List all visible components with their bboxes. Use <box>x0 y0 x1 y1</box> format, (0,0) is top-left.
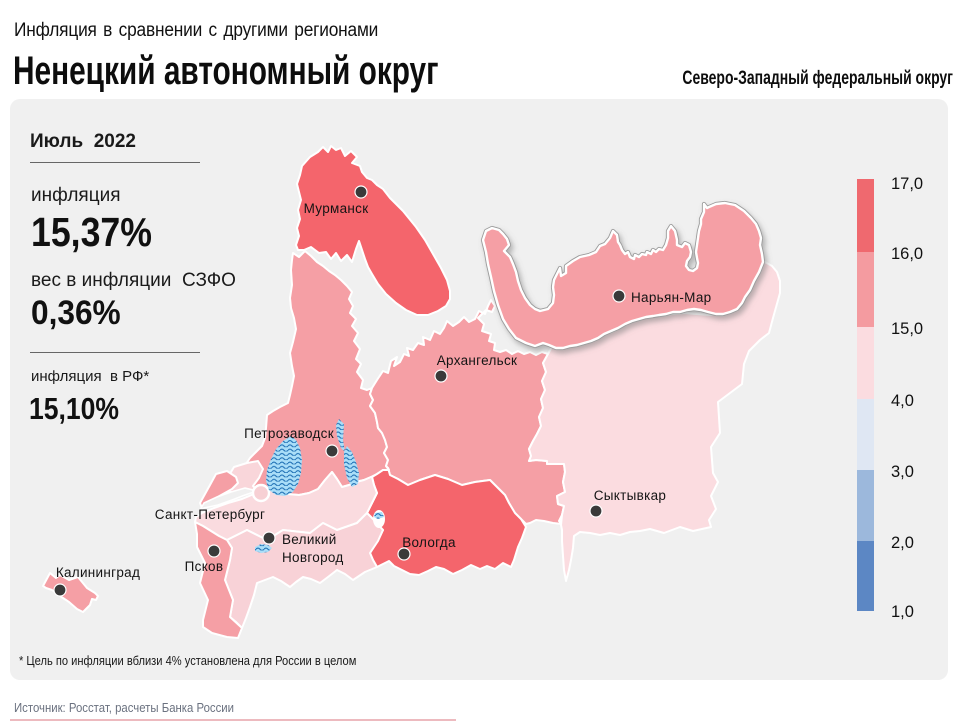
svg-text:3,0: 3,0 <box>891 463 914 481</box>
svg-text:Вологда: Вологда <box>402 535 456 550</box>
svg-text:Нарьян-Мар: Нарьян-Мар <box>631 290 711 305</box>
svg-text:Мурманск: Мурманск <box>304 201 369 216</box>
svg-text:Архангельск: Архангельск <box>437 353 517 368</box>
svg-text:4,0: 4,0 <box>891 392 914 410</box>
svg-text:Петрозаводск: Петрозаводск <box>244 426 334 441</box>
svg-text:Калининград: Калининград <box>56 565 140 580</box>
svg-text:Санкт-Петербург: Санкт-Петербург <box>155 507 265 522</box>
svg-text:1,0: 1,0 <box>891 603 914 621</box>
svg-text:Сыктывкар: Сыктывкар <box>594 488 667 503</box>
svg-text:15,0: 15,0 <box>891 320 923 338</box>
svg-text:Великий: Великий <box>282 532 337 547</box>
svg-text:Псков: Псков <box>185 559 224 574</box>
svg-text:16,0: 16,0 <box>891 245 923 263</box>
svg-text:17,0: 17,0 <box>891 175 923 193</box>
svg-text:Новгород: Новгород <box>282 550 344 565</box>
svg-text:2,0: 2,0 <box>891 534 914 552</box>
